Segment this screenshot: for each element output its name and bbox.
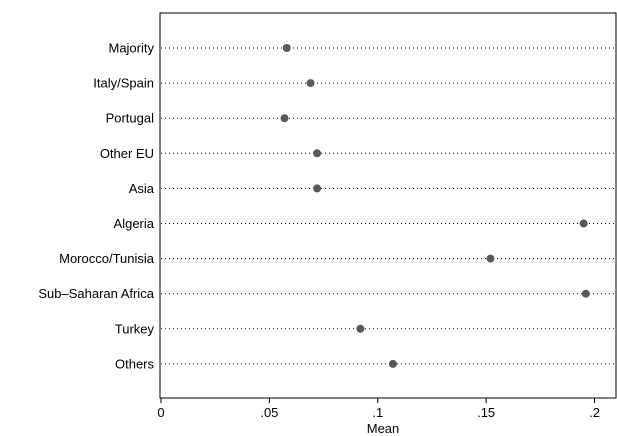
data-point xyxy=(581,289,590,298)
x-axis-ticks xyxy=(160,398,595,403)
category-labels: Majority Italy/Spain Portugal Other EU Asia A… xyxy=(38,41,154,372)
category-label: Algeria xyxy=(114,216,155,231)
data-markers xyxy=(280,44,590,368)
x-tick-label: .2 xyxy=(589,405,600,420)
category-label: Turkey xyxy=(115,321,155,336)
data-point xyxy=(280,114,289,123)
data-point xyxy=(579,219,588,228)
category-label: Asia xyxy=(129,181,155,196)
data-point xyxy=(356,324,365,333)
category-label: Morocco/Tunisia xyxy=(59,251,155,266)
data-point xyxy=(313,149,322,158)
category-label: Others xyxy=(115,356,155,371)
plot-frame xyxy=(159,12,617,399)
category-label: Italy/Spain xyxy=(93,76,154,91)
x-axis-title: Mean xyxy=(367,421,400,436)
category-label: Other EU xyxy=(100,146,154,161)
x-tick-label: .1 xyxy=(372,405,383,420)
x-axis-tick-labels: 0 .05 .1 .15 .2 xyxy=(157,405,600,420)
category-label: Majority xyxy=(108,41,154,56)
x-tick-label: .15 xyxy=(477,405,495,420)
data-point xyxy=(313,184,322,193)
x-tick-label: .05 xyxy=(260,405,278,420)
data-point xyxy=(306,79,315,88)
data-point xyxy=(486,254,495,263)
category-label: Portugal xyxy=(106,111,155,126)
category-label: Sub–Saharan Africa xyxy=(38,286,154,301)
data-point xyxy=(388,359,397,368)
x-tick-label: 0 xyxy=(157,405,164,420)
data-point xyxy=(282,44,291,52)
